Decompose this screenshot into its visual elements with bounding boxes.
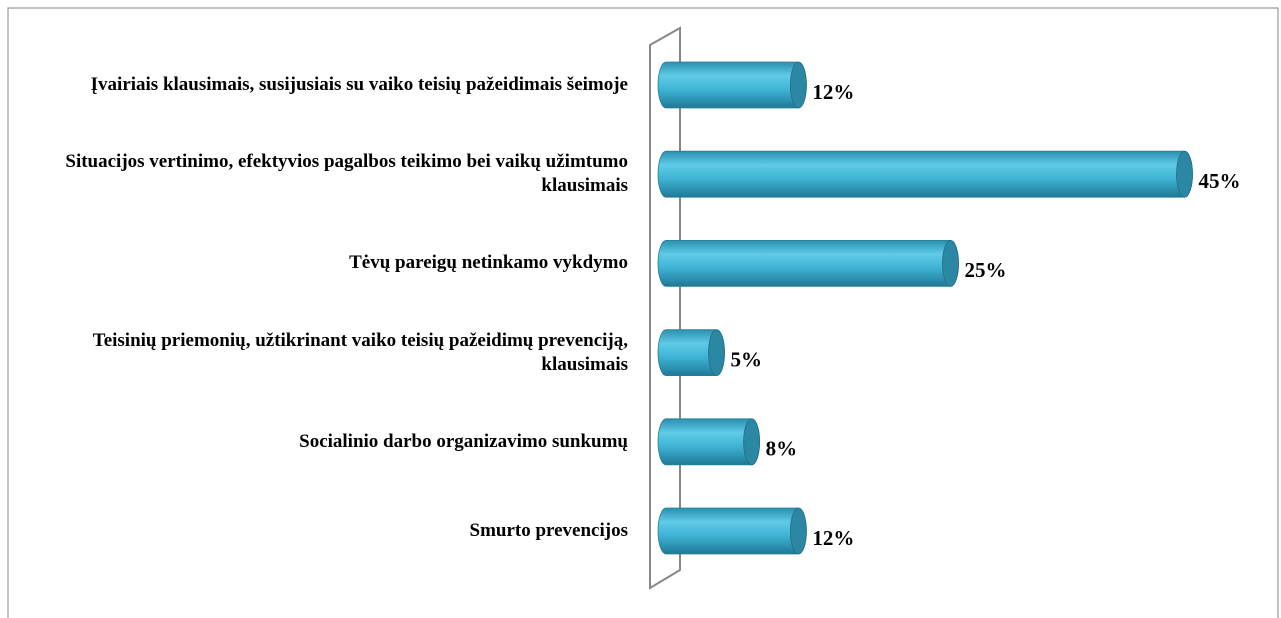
- bar: [657, 240, 959, 287]
- category-label: Įvairiais klausimais, susijusiais su vai…: [90, 74, 628, 95]
- bar-cap: [743, 418, 760, 466]
- bar: [657, 61, 807, 109]
- bar-cap: [790, 61, 807, 109]
- bar-cap: [708, 329, 725, 377]
- bar-cap: [1176, 150, 1193, 198]
- value-label: 8%: [766, 437, 798, 461]
- bar: [657, 507, 807, 555]
- value-label: 5%: [731, 347, 763, 371]
- category-label: Socialinio darbo organizavimo sunkumų: [299, 430, 628, 452]
- chart-border: [7, 7, 1279, 618]
- axis-wall: [649, 26, 681, 590]
- value-label: 12%: [812, 526, 854, 550]
- value-label: 12%: [812, 80, 854, 104]
- category-label: Situacijos vertinimo, efektyvios pagalbo…: [65, 151, 628, 197]
- bar-cap: [942, 239, 959, 287]
- category-label: Teisinių priemonių, užtikrinant vaiko te…: [92, 329, 628, 375]
- category-label: Tėvų pareigų netinkamo vykdymo: [349, 252, 628, 274]
- category-label: Smurto prevencijos: [469, 520, 629, 541]
- value-label: 25%: [965, 258, 1007, 282]
- value-label: 45%: [1199, 169, 1241, 193]
- bar: [657, 150, 1193, 198]
- bar-cap: [790, 507, 807, 555]
